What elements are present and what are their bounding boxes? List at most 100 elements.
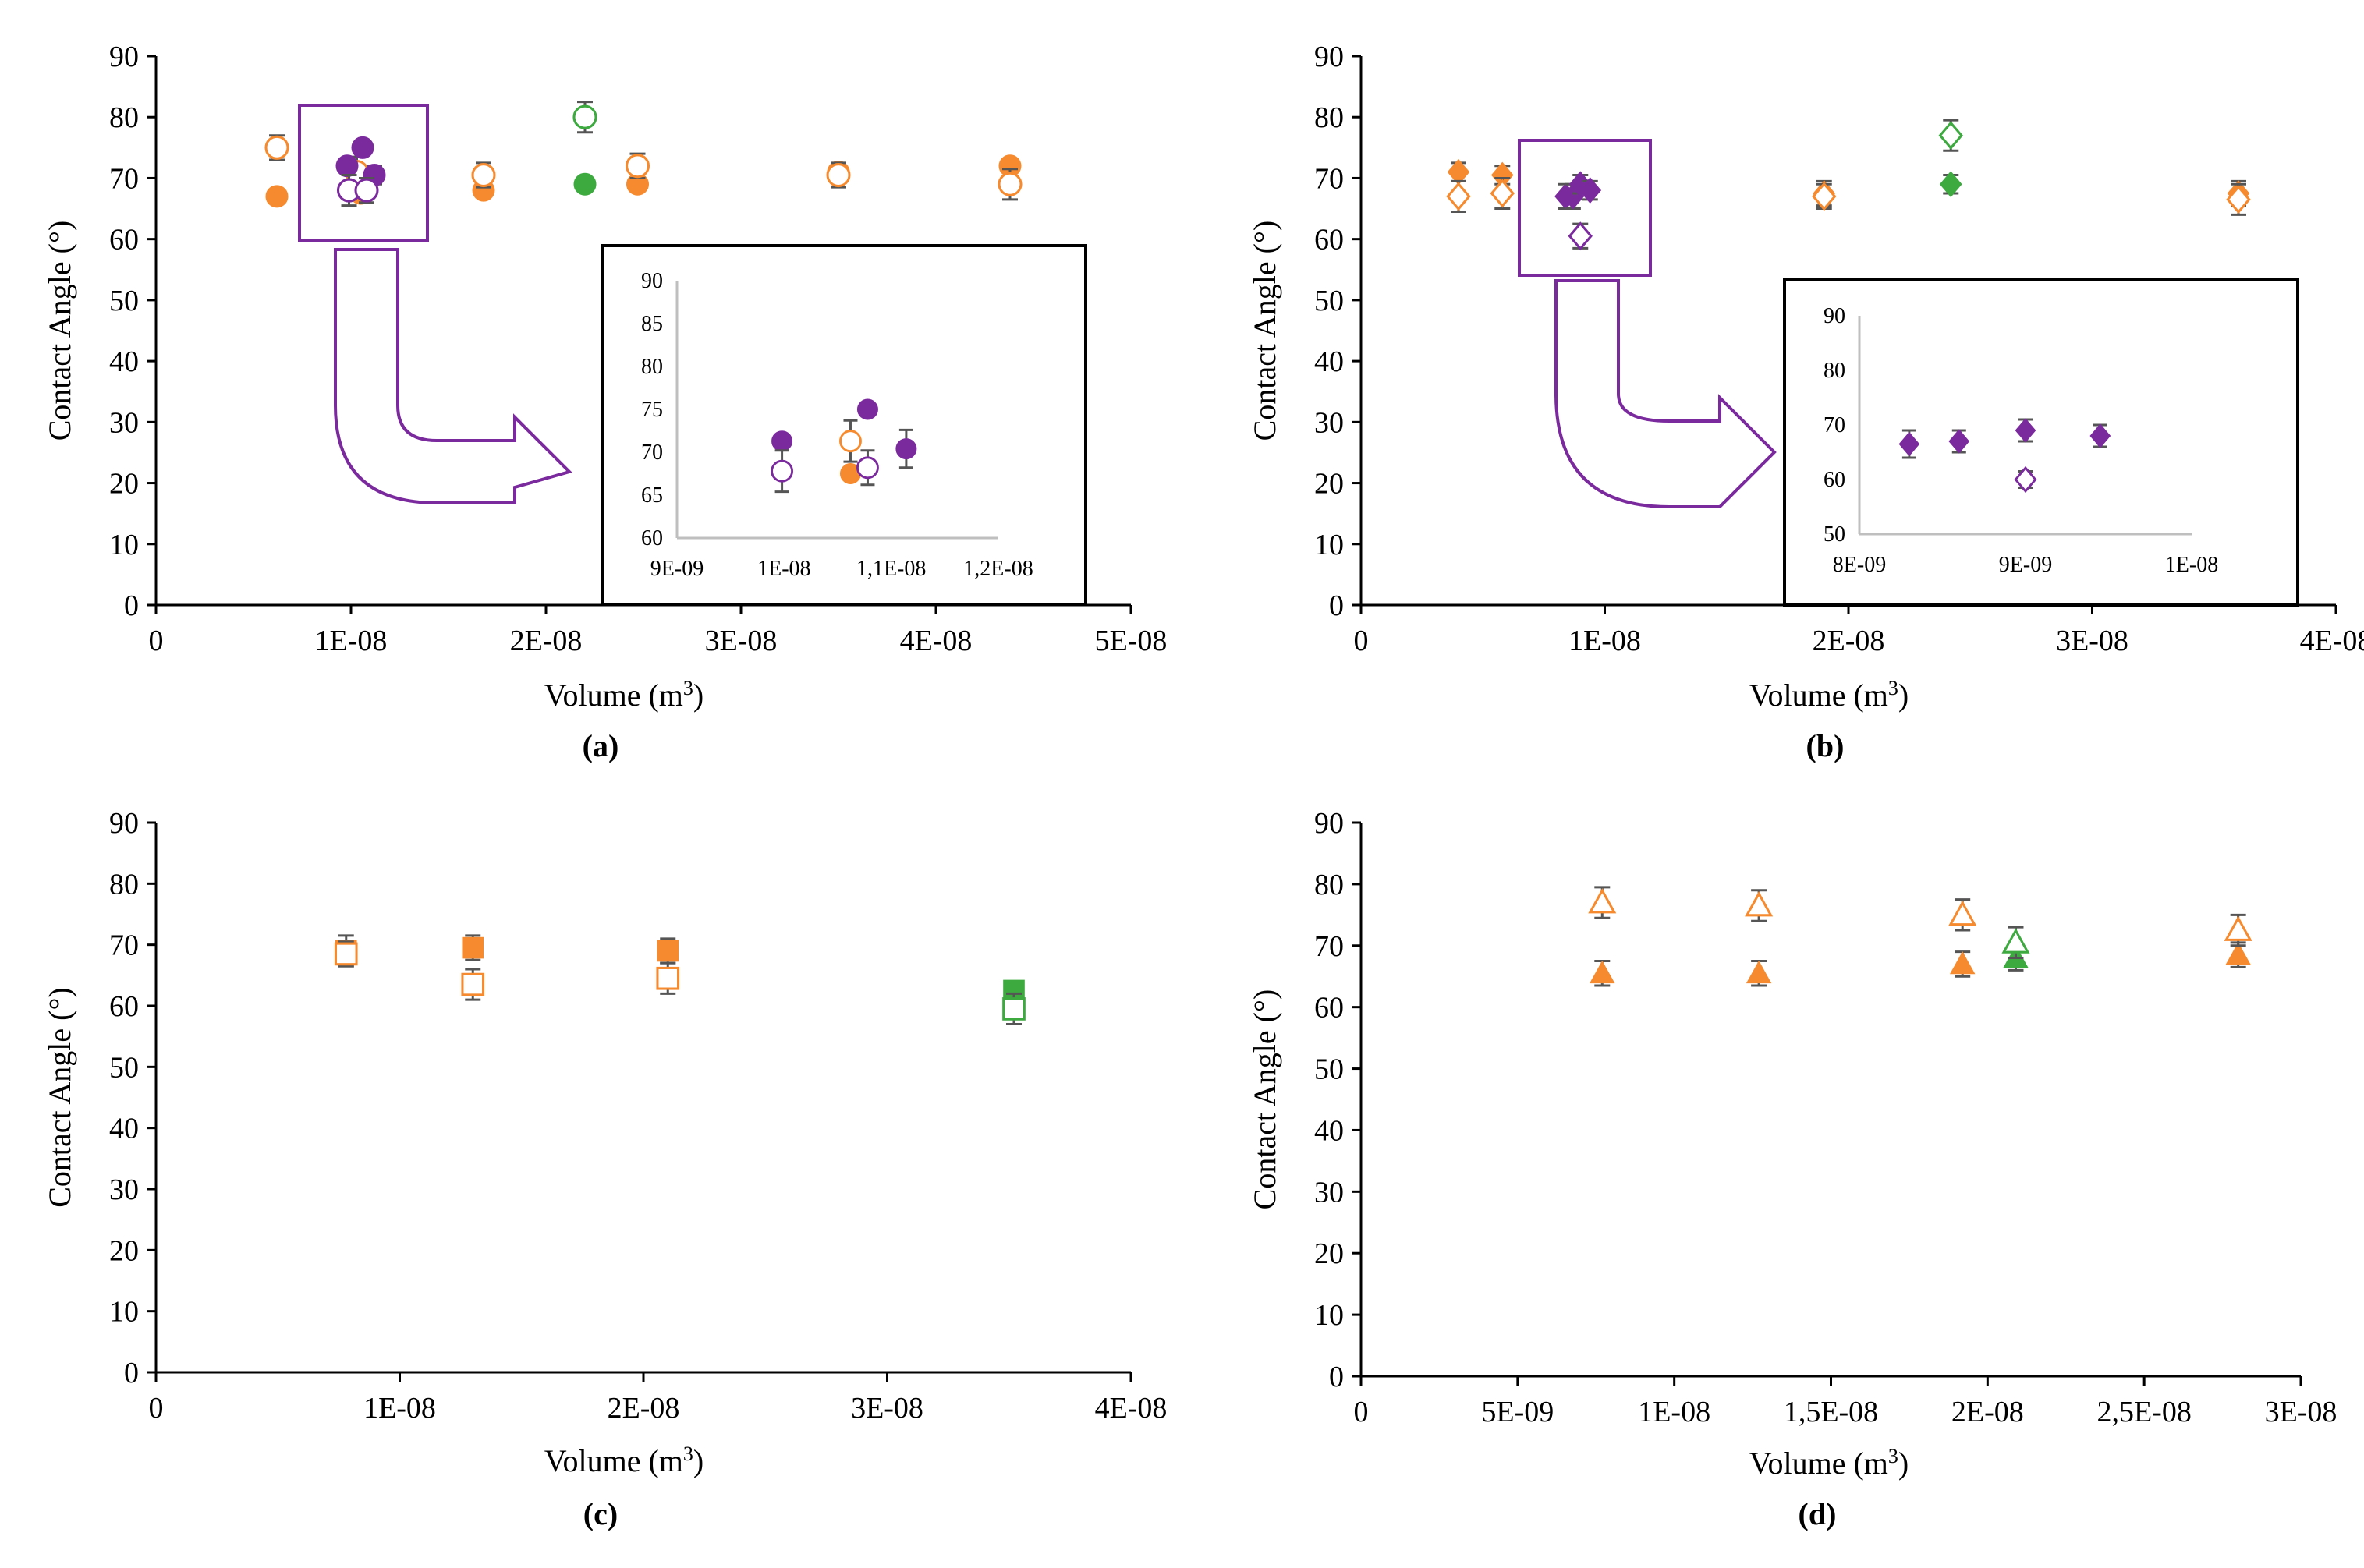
y-tick-label: 70	[109, 162, 139, 195]
y-axis-title: Contact Angle (°)	[1247, 989, 1282, 1210]
data-point-purple-filled	[335, 154, 359, 178]
y-tick-label: 70	[1314, 162, 1344, 195]
inset-x-tick-label: 1,2E-08	[963, 557, 1033, 581]
inset-x-tick-label: 8E-09	[1833, 553, 1886, 577]
data-point-orange-open	[264, 135, 289, 160]
x-tick-label: 4E-08	[1095, 1392, 1168, 1425]
zoom-arrow	[334, 248, 572, 504]
data-point-green-open	[572, 104, 597, 129]
x-tick-label: 0	[149, 625, 164, 657]
data-point-orange-filled	[2225, 942, 2251, 965]
y-tick-label: 80	[109, 868, 139, 901]
y-tick-label: 40	[109, 345, 139, 378]
panel-c: 0 10 20 30 40 50 60 70 80 90 0 1E-08 2E-08 3E-08 4E-08…	[42, 807, 1167, 1531]
x-axis-title: Volume (m3)	[1749, 1445, 1909, 1481]
inset-y-tick-label: 65	[641, 483, 663, 508]
y-axis-title: Contact Angle (°)	[1247, 221, 1282, 441]
y-tick-label: 40	[1314, 345, 1344, 378]
data-point-orange-open	[656, 966, 680, 990]
inset-chart: 60 65 70 75 80 85 90 9E-09 1E-08 1,1E-08 1,2E-08	[601, 244, 1087, 606]
y-tick-label: 60	[109, 224, 139, 257]
inset-x-tick-label: 1,1E-08	[856, 557, 926, 581]
data-point-purple-filled	[1948, 429, 1970, 454]
inset-y-tick-label: 80	[641, 355, 663, 379]
data-point-orange-filled	[1746, 960, 1772, 984]
x-tick-label: 1E-08	[363, 1392, 436, 1425]
data-point-purple-open	[2014, 465, 2037, 494]
x-tick-label: 4E-08	[2300, 625, 2364, 657]
panel-a: 0 10 20 30 40 50 60 70 80 90 0 1E-08 2E-08 3E-08 4E-08…	[42, 41, 1167, 763]
y-tick-label: 90	[109, 807, 139, 840]
inset-y-tick-label: 90	[641, 269, 663, 293]
inset-y-tick-label: 60	[641, 526, 663, 550]
y-tick-label: 80	[1314, 101, 1344, 134]
inset-y-tick-label: 85	[641, 312, 663, 336]
x-tick-label: 5E-08	[1095, 625, 1168, 657]
data-point-orange-open	[2226, 185, 2251, 214]
inset-x-tick-label: 9E-09	[1999, 553, 2052, 577]
x-tick-label: 1E-08	[1638, 1396, 1710, 1428]
data-point-purple-open	[856, 456, 879, 480]
y-tick-label: 50	[109, 285, 139, 317]
data-point-purple-filled	[1579, 177, 1602, 204]
data-point-orange-filled	[265, 185, 289, 208]
data-point-purple-open	[354, 178, 379, 203]
x-tick-label: 1E-08	[1568, 625, 1641, 657]
zoom-region-box	[1518, 139, 1652, 277]
x-tick-label: 2,5E-08	[2096, 1396, 2191, 1428]
data-point-purple-filled	[351, 136, 374, 159]
data-point-green-filled	[1939, 171, 1962, 198]
inset-chart: 50 60 70 80 90 8E-09 9E-09 1E-08	[1783, 278, 2299, 607]
inset-y-tick-label: 75	[641, 398, 663, 422]
y-tick-label: 10	[109, 529, 139, 561]
data-point-purple-filled	[771, 430, 793, 452]
x-axis-title: Volume (m3)	[1749, 677, 1909, 713]
data-point-orange-open	[1745, 890, 1774, 917]
data-point-orange-open	[625, 154, 650, 179]
y-tick-label: 30	[1314, 1176, 1344, 1209]
x-tick-label: 0	[1354, 1396, 1369, 1428]
y-tick-label: 60	[1314, 224, 1344, 257]
data-point-orange-filled	[657, 940, 679, 962]
inset-x-tick-label: 9E-09	[650, 557, 704, 581]
y-tick-label: 70	[109, 929, 139, 962]
inset-y-tick-label: 70	[1824, 413, 1845, 437]
panel-b: 0 10 20 30 40 50 60 70 80 90 0 1E-08 2E-08 3E-08 4E-08…	[1247, 41, 2364, 763]
panel-caption: (d)	[1799, 1496, 1837, 1531]
data-point-orange-open	[2224, 915, 2252, 941]
zoom-region-box	[298, 104, 429, 242]
data-point-purple-filled	[895, 438, 917, 460]
y-tick-label: 0	[1329, 1361, 1344, 1393]
x-tick-label: 3E-08	[2056, 625, 2128, 657]
y-tick-label: 20	[1314, 1237, 1344, 1270]
x-tick-label: 3E-08	[851, 1392, 923, 1425]
y-tick-label: 30	[1314, 406, 1344, 439]
inset-x-tick-label: 1E-08	[757, 557, 810, 581]
data-point-orange-filled	[1590, 960, 1615, 984]
data-point-orange-open	[839, 430, 862, 453]
y-tick-label: 50	[1314, 285, 1344, 317]
y-tick-label: 30	[109, 406, 139, 439]
y-axis-title: Contact Angle (°)	[42, 221, 77, 441]
inset-frame	[601, 244, 1087, 606]
data-point-purple-open	[771, 459, 794, 483]
data-point-orange-open	[826, 162, 851, 188]
x-tick-label: 4E-08	[900, 625, 973, 657]
x-tick-label: 0	[149, 1392, 164, 1425]
x-tick-label: 5E-09	[1481, 1396, 1554, 1428]
y-tick-label: 60	[109, 990, 139, 1023]
y-tick-label: 40	[1314, 1114, 1344, 1147]
x-tick-label: 3E-08	[2265, 1396, 2337, 1428]
data-point-orange-open	[1948, 900, 1977, 926]
data-point-green-filled	[573, 172, 597, 196]
data-point-orange-filled	[462, 936, 484, 959]
data-point-green-open	[1002, 997, 1026, 1021]
y-tick-label: 90	[109, 41, 139, 73]
y-tick-label: 20	[1314, 468, 1344, 501]
y-tick-label: 50	[109, 1051, 139, 1084]
data-point-orange-open	[998, 172, 1023, 196]
x-tick-label: 2E-08	[1951, 1396, 2024, 1428]
x-tick-label: 2E-08	[608, 1392, 680, 1425]
x-tick-label: 1,5E-08	[1784, 1396, 1878, 1428]
data-point-orange-open	[1588, 887, 1617, 914]
